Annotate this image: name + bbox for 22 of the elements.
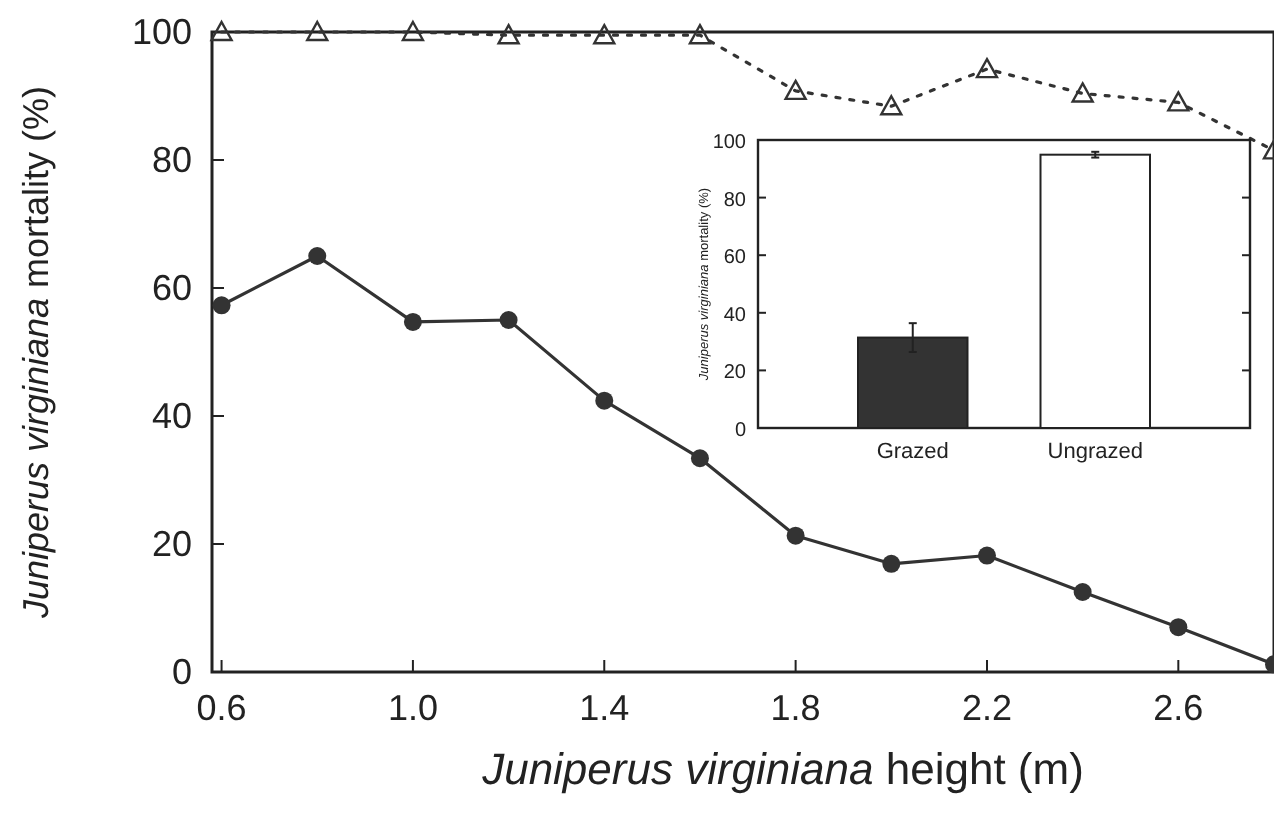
- y-tick-label: 40: [723, 304, 747, 327]
- x-tick-label: 2.2: [961, 688, 1012, 728]
- y-tick-label: 60: [151, 268, 192, 308]
- x-tick-label: 1.4: [579, 688, 630, 728]
- y-tick-label: 80: [151, 140, 192, 180]
- y-tick-label: 40: [151, 396, 192, 436]
- y-tick-label: 20: [151, 524, 192, 564]
- y-tick-label: 60: [723, 247, 747, 270]
- y-tick-label: 0: [734, 420, 747, 442]
- x-tick-label: 2.6: [1153, 688, 1204, 728]
- y-axis-title: Juniperus virginiana mortality (%): [16, 85, 56, 621]
- y-tick-label: 100: [131, 12, 192, 52]
- x-axis-title: Juniperus virginiana height (m): [480, 744, 1084, 794]
- x-tick-label: 0.6: [196, 688, 247, 728]
- x-tick-label: 1.8: [770, 688, 821, 728]
- y-tick-label: 80: [723, 189, 747, 212]
- x-tick-label: 1.0: [387, 688, 438, 728]
- x-tick-label: Grazed: [876, 440, 949, 464]
- y-tick-label: 100: [712, 132, 747, 154]
- y-tick-label: 20: [723, 362, 747, 385]
- x-tick-label: Ungrazed: [1047, 440, 1143, 464]
- y-tick-label: 0: [171, 652, 192, 692]
